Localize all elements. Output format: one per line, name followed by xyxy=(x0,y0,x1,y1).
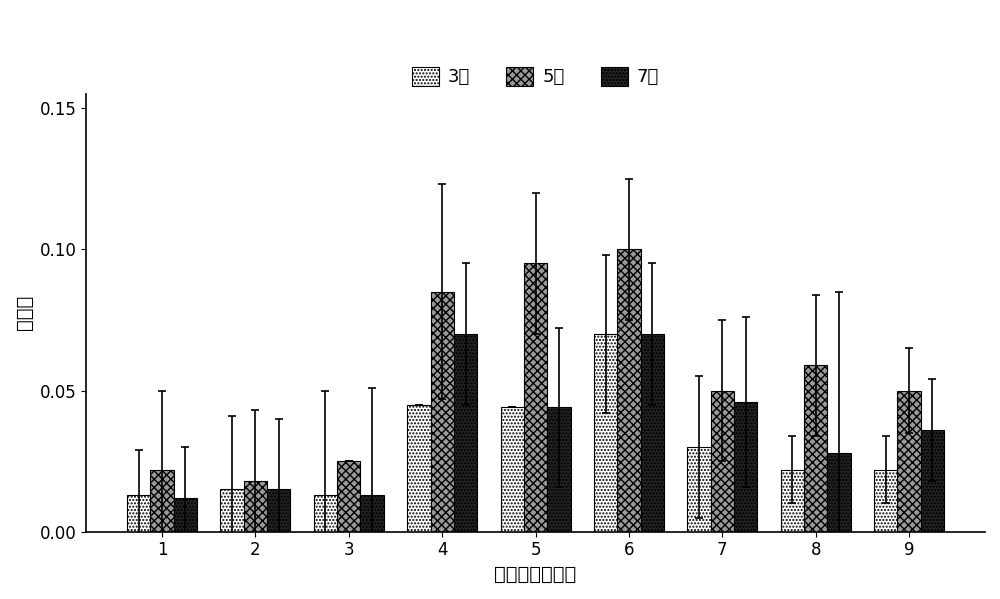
Bar xyxy=(454,334,477,532)
Bar xyxy=(127,495,150,532)
Bar xyxy=(711,391,734,532)
Bar xyxy=(594,334,617,532)
Bar xyxy=(687,447,711,532)
Bar xyxy=(267,489,290,532)
Bar xyxy=(547,407,571,532)
Legend: 3天, 5天, 7天: 3天, 5天, 7天 xyxy=(405,59,666,93)
Bar xyxy=(407,405,431,532)
Bar xyxy=(337,461,360,532)
X-axis label: 基因枪参数组合: 基因枪参数组合 xyxy=(494,565,577,584)
Bar xyxy=(244,481,267,532)
Bar xyxy=(921,430,944,532)
Bar xyxy=(360,495,384,532)
Bar xyxy=(897,391,921,532)
Bar xyxy=(827,453,851,532)
Bar xyxy=(174,498,197,532)
Bar xyxy=(150,470,174,532)
Y-axis label: 阳性率: 阳性率 xyxy=(15,295,34,331)
Bar xyxy=(431,292,454,532)
Bar xyxy=(874,470,897,532)
Bar xyxy=(617,249,641,532)
Bar xyxy=(501,407,524,532)
Bar xyxy=(314,495,337,532)
Bar xyxy=(641,334,664,532)
Bar xyxy=(781,470,804,532)
Bar xyxy=(220,489,244,532)
Bar xyxy=(734,402,757,532)
Bar xyxy=(524,264,547,532)
Bar xyxy=(804,365,827,532)
